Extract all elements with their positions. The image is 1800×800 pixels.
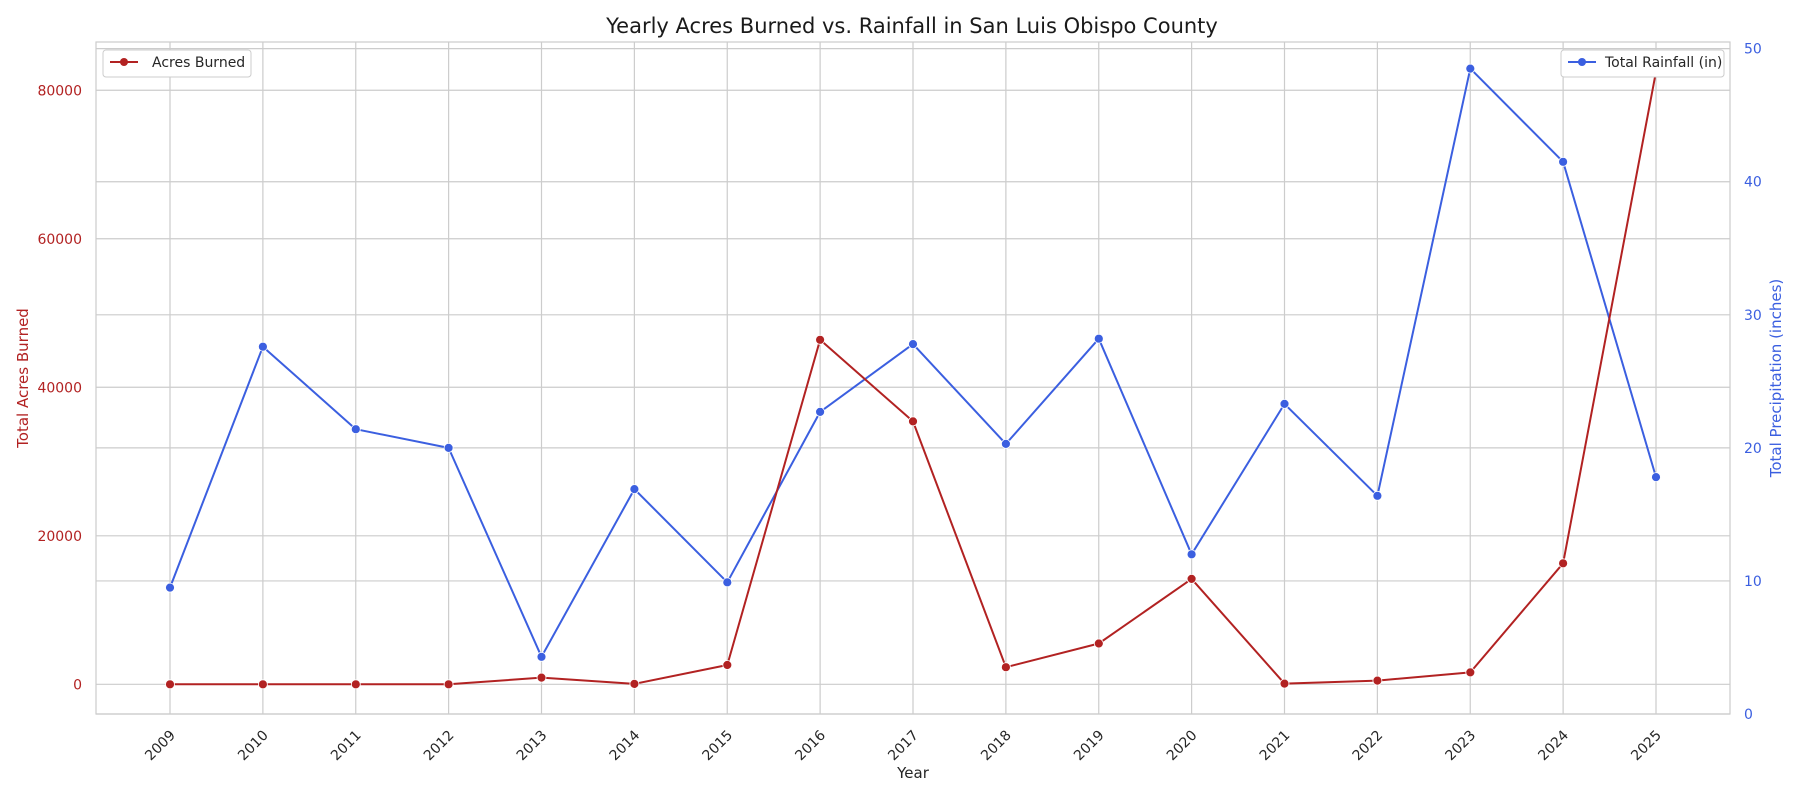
y-tick-label-right: 50 [1744,42,1762,58]
data-point-rainfall [443,442,454,453]
legend-label-acres: Acres Burned [152,55,245,71]
x-tick-label: 2021 [1257,728,1294,765]
y-tick-label-left: 60000 [37,232,82,248]
data-point-acres [1093,638,1104,649]
y-tick-label-left: 20000 [37,529,82,545]
grid [96,42,1730,715]
data-point-acres [257,679,268,690]
x-tick-label: 2014 [607,727,644,764]
data-point-acres [1186,574,1197,584]
legend-label-rainfall: Total Rainfall (in) [1604,55,1722,71]
legend-acres-burned: Acres Burned [102,49,252,78]
data-point-acres [1558,558,1568,569]
x-tick-label: 2009 [142,728,179,765]
data-point-rainfall [536,651,547,662]
series-layer [165,63,1661,690]
data-point-acres [1001,662,1011,673]
data-point-rainfall [1465,63,1476,74]
data-point-rainfall [257,341,268,352]
y-tick-label-left: 0 [73,677,82,693]
chart-title: Yearly Acres Burned vs. Rainfall in San … [605,14,1218,38]
x-tick-label: 2011 [328,728,365,765]
legend-box-right [1560,49,1725,78]
y-tick-label-right: 20 [1744,441,1762,457]
data-point-acres [629,679,640,689]
data-point-rainfall [1093,333,1104,344]
data-point-rainfall [1001,438,1011,449]
series-total-rainfall [165,63,1661,662]
y-axis-label-right: Total Precipitation (inches) [1767,279,1785,479]
data-point-acres [722,660,733,670]
data-point-acres [1465,667,1476,678]
x-tick-label: 2025 [1628,728,1665,765]
data-point-rainfall [1372,490,1383,501]
data-point-acres [1372,675,1383,686]
x-tick-label: 2012 [421,728,458,765]
x-tick-label: 2018 [978,728,1015,765]
data-point-rainfall [1186,549,1197,560]
x-tick-label: 2016 [792,727,829,764]
tick-labels: 2009 2010 2011 2012 2013 2014 2015 2016 2017 2018… [37,42,1761,764]
x-axis-label: Year [896,764,930,782]
data-point-rainfall [908,339,918,350]
legend-marker-left [120,58,128,66]
legend-total-rainfall: Total Rainfall (in) [1560,49,1725,78]
x-tick-label: 2010 [235,728,272,765]
data-point-rainfall [629,484,640,495]
x-tick-label: 2020 [1164,728,1201,765]
y-tick-label-right: 40 [1744,175,1762,191]
x-tick-label: 2013 [514,728,551,765]
data-point-acres [536,672,547,683]
x-tick-label: 2022 [1350,728,1387,765]
data-point-acres [165,679,175,690]
data-point-rainfall [722,577,733,588]
legend-box-left [102,49,252,78]
data-point-acres [815,334,825,345]
x-tick-label: 2019 [1071,728,1108,765]
y-tick-label-right: 10 [1744,574,1762,590]
y-tick-label-right: 0 [1744,707,1753,723]
y-axis-label-left: Total Acres Burned [14,308,32,449]
x-tick-label: 2023 [1443,728,1480,765]
data-point-rainfall [1651,472,1661,483]
data-point-rainfall [1558,156,1568,167]
data-point-acres [1279,678,1290,689]
y-tick-label-right: 30 [1744,308,1762,324]
y-tick-label-left: 80000 [37,83,82,99]
legend-marker-right [1578,58,1586,66]
plot-frame [95,41,1731,715]
data-point-rainfall [815,406,825,417]
y-tick-label-left: 40000 [37,380,82,396]
data-point-acres [350,679,361,690]
data-point-rainfall [165,582,175,593]
x-tick-label: 2015 [700,728,737,765]
data-point-acres [908,416,918,427]
data-point-rainfall [1279,398,1290,409]
x-tick-label: 2017 [885,728,922,765]
data-point-rainfall [350,424,361,435]
x-tick-label: 2024 [1535,727,1572,764]
data-point-acres [443,679,454,690]
